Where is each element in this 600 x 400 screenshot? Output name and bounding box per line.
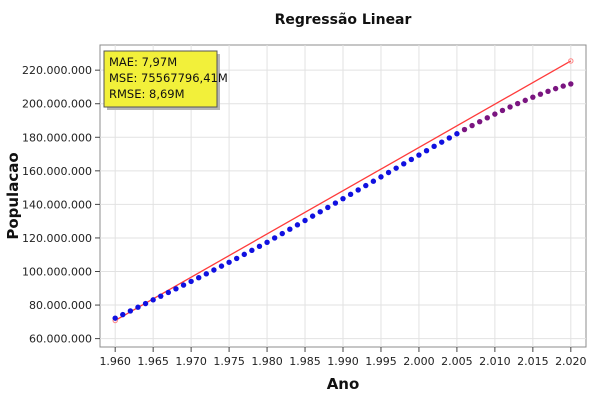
data-point (287, 226, 293, 232)
data-point (423, 148, 430, 154)
data-point (173, 286, 179, 292)
x-axis-title: Ano (327, 375, 360, 393)
data-point (294, 222, 301, 228)
x-tick-label: 2.020 (555, 355, 587, 368)
data-point (211, 267, 217, 273)
x-tick-label: 1.980 (251, 355, 283, 368)
y-axis-title: Populacao (4, 152, 22, 239)
data-point (522, 97, 528, 104)
x-tick-label: 2.005 (441, 355, 473, 368)
data-point (461, 126, 468, 133)
data-point (537, 91, 544, 97)
data-point (507, 104, 513, 110)
regression-line (114, 60, 572, 322)
data-point (142, 300, 149, 307)
series-layer (112, 58, 574, 324)
data-point (127, 308, 134, 314)
x-tick-label: 2.000 (403, 355, 435, 368)
data-point (393, 165, 399, 171)
metrics-box: MAE: 7,97M MSE: 75567796,41M RMSE: 8,69M (103, 50, 228, 110)
data-point (385, 169, 392, 176)
data-point (568, 81, 574, 87)
data-point (196, 275, 202, 281)
data-point (363, 182, 369, 189)
data-point (514, 100, 521, 107)
data-point (469, 122, 475, 129)
data-point (370, 178, 377, 184)
data-point (446, 135, 453, 141)
chart-title: Regressão Linear (275, 12, 412, 28)
data-point (545, 88, 551, 95)
x-tick-label: 1.995 (365, 355, 397, 368)
data-point (340, 195, 346, 202)
y-tick-label: 100.000.000 (22, 266, 92, 279)
x-tick-label: 1.960 (99, 355, 131, 368)
axes: 1.960 1.965 1.970 1.975 1.980 1.985 1.990 1.995… (22, 64, 587, 368)
y-tick-label: 200.000.000 (22, 98, 92, 111)
data-point (271, 235, 278, 241)
data-point (317, 209, 323, 215)
x-tick-label: 1.985 (289, 355, 321, 368)
x-tick-label: 2.010 (479, 355, 511, 368)
data-point (401, 161, 407, 167)
data-point (165, 289, 172, 296)
data-point (226, 259, 232, 265)
data-point (499, 107, 506, 114)
data-point (188, 278, 194, 285)
y-tick-label: 180.000.000 (22, 131, 92, 144)
x-tick-label: 1.990 (327, 355, 359, 368)
data-point (150, 297, 156, 303)
data-point (218, 263, 225, 269)
metrics-rmse: RMSE: 8,69M (109, 87, 185, 101)
data-point (112, 315, 118, 321)
x-tick-label: 1.965 (137, 355, 169, 368)
x-tick-label: 2.015 (517, 355, 549, 368)
metrics-box-background (103, 50, 218, 108)
data-point (309, 213, 316, 219)
metrics-mae: MAE: 7,97M (109, 55, 177, 69)
data-point (256, 243, 263, 250)
data-point (158, 293, 164, 299)
x-tick-label: 1.970 (175, 355, 207, 368)
data-point (279, 230, 285, 237)
metrics-mse: MSE: 75567796,41M (109, 71, 228, 85)
data-point (530, 94, 536, 100)
data-point (249, 247, 255, 254)
y-tick-label: 120.000.000 (22, 232, 92, 245)
data-point (241, 251, 247, 258)
data-point (332, 200, 339, 206)
regression-endpoint (568, 58, 574, 64)
y-tick-label: 160.000.000 (22, 165, 92, 178)
y-tick-label: 80.000.000 (29, 299, 92, 312)
data-point (325, 204, 331, 211)
data-point (347, 191, 354, 198)
data-point (484, 115, 490, 121)
data-point (180, 282, 187, 288)
data-point (302, 217, 308, 224)
data-point (264, 239, 270, 246)
data-point (120, 311, 126, 318)
data-point (408, 156, 415, 163)
data-point (416, 152, 422, 158)
data-point (203, 271, 210, 277)
data-point (233, 255, 240, 262)
data-point (492, 111, 498, 117)
data-point (560, 83, 566, 89)
y-tick-label: 140.000.000 (22, 198, 92, 211)
data-point (439, 139, 445, 145)
data-point (552, 85, 559, 92)
x-tick-label: 1.975 (213, 355, 245, 368)
data-point (355, 187, 361, 193)
data-point (378, 174, 384, 180)
y-tick-label: 60.000.000 (29, 333, 92, 346)
data-point (135, 304, 141, 310)
data-point (476, 118, 483, 125)
y-tick-label: 220.000.000 (22, 64, 92, 77)
data-point (454, 131, 460, 137)
data-point (431, 143, 437, 150)
